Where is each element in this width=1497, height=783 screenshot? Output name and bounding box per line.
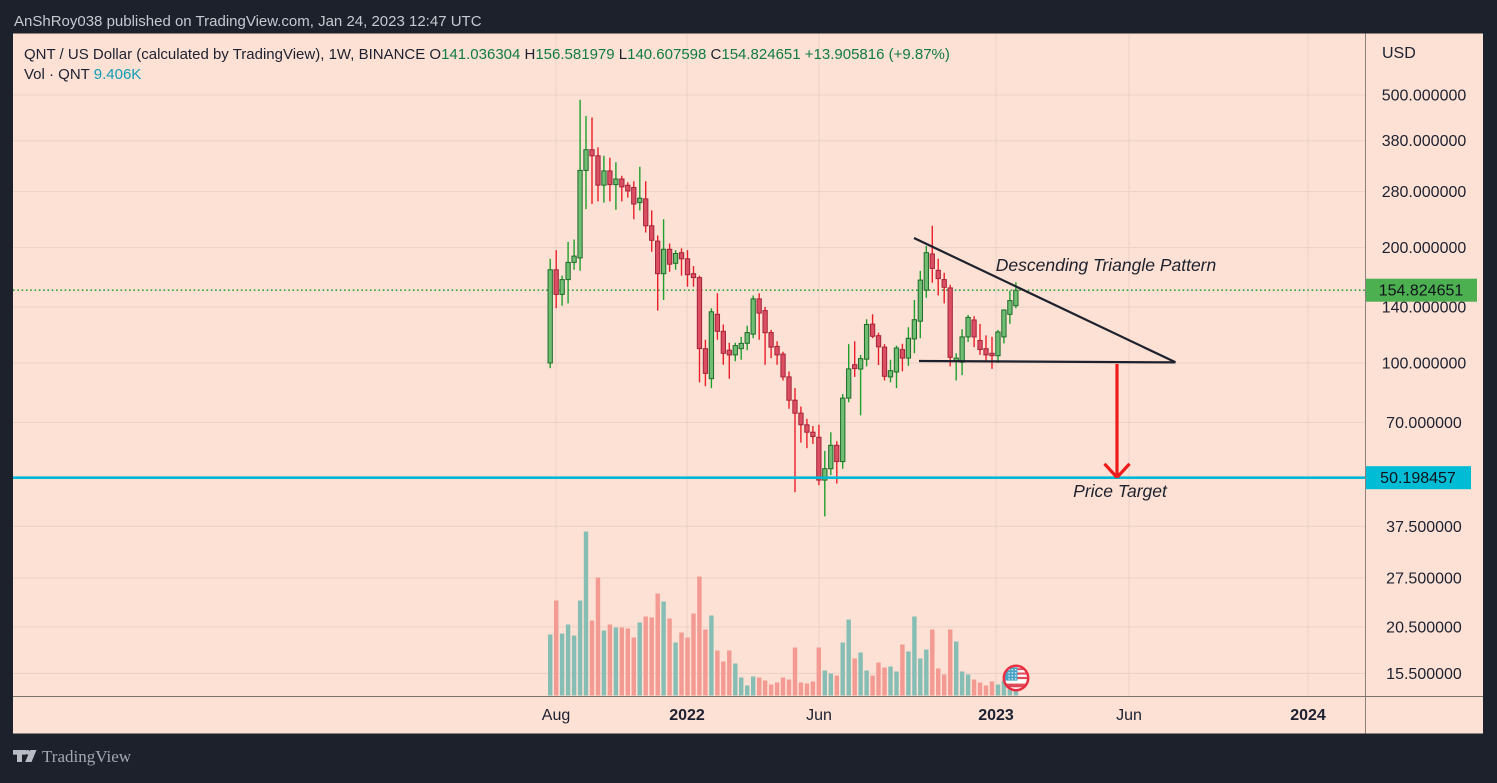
svg-text:200.000000: 200.000000: [1382, 240, 1467, 257]
svg-text:AnShRoy038 published on Tradin: AnShRoy038 published on TradingView.com,…: [14, 13, 482, 30]
svg-text:Jun: Jun: [806, 707, 832, 724]
svg-text:380.000000: 380.000000: [1382, 133, 1467, 150]
svg-text:Price Target: Price Target: [1073, 481, 1168, 501]
svg-text:37.500000: 37.500000: [1386, 519, 1462, 536]
svg-text:20.500000: 20.500000: [1386, 619, 1462, 636]
svg-text:TradingView: TradingView: [42, 747, 132, 766]
svg-text:2024: 2024: [1290, 707, 1326, 724]
svg-text:Aug: Aug: [542, 707, 570, 724]
svg-text:2023: 2023: [978, 707, 1014, 724]
svg-text:Jun: Jun: [1116, 707, 1142, 724]
svg-text:500.000000: 500.000000: [1382, 88, 1467, 105]
svg-text:70.000000: 70.000000: [1386, 415, 1462, 432]
svg-text:QNT / US Dollar (calculated by: QNT / US Dollar (calculated by TradingVi…: [24, 46, 950, 63]
svg-text:2022: 2022: [669, 707, 705, 724]
svg-text:140.000000: 140.000000: [1382, 300, 1467, 317]
svg-text:15.500000: 15.500000: [1386, 666, 1462, 683]
svg-text:154.824651: 154.824651: [1379, 283, 1464, 300]
svg-text:27.500000: 27.500000: [1386, 570, 1462, 587]
svg-text:280.000000: 280.000000: [1382, 184, 1467, 201]
svg-text:USD: USD: [1382, 45, 1416, 62]
svg-text:50.198457: 50.198457: [1380, 470, 1456, 487]
svg-text:Vol · QNT 9.406K: Vol · QNT 9.406K: [24, 66, 141, 83]
svg-text:100.000000: 100.000000: [1382, 356, 1467, 373]
svg-text:Descending Triangle Pattern: Descending Triangle Pattern: [996, 255, 1217, 275]
